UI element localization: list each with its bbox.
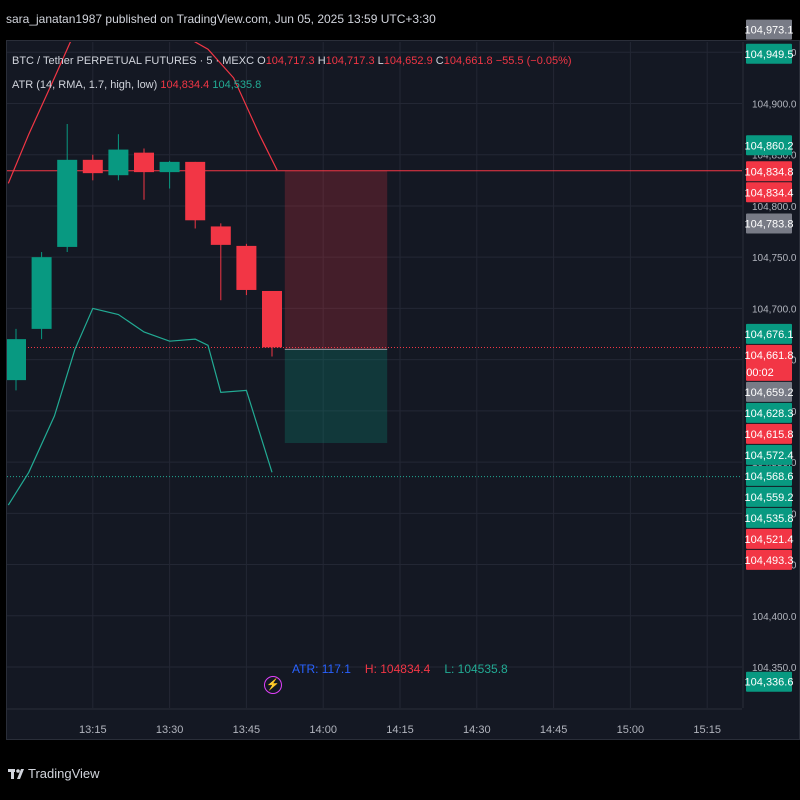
price-label-tag [746,213,792,234]
price-label-tag [746,507,792,528]
symbol-name[interactable]: BTC / Tether PERPETUAL FUTURES · 5 · MEX… [12,55,255,67]
atr-lower-band [7,307,273,506]
price-label-tag [746,323,792,344]
candle-body[interactable] [31,257,52,329]
x-tick-label: 14:15 [386,724,414,736]
price-chart[interactable]: 104,950.0104,900.0104,850.0104,800.0104,… [0,0,800,760]
price-label-text: 104,559.2 [745,492,794,504]
price-label-tag [746,444,792,465]
low-label: L [377,55,384,67]
price-label-text: 104,493.3 [745,555,794,567]
price-label-text: 104,572.4 [745,450,794,462]
price-label-tag [746,671,792,692]
price-label-tag [746,135,792,156]
price-label-tag [746,423,792,444]
close-label: C [435,55,444,67]
candle-body[interactable] [236,245,257,290]
y-tick-label: 104,850.0 [752,151,797,162]
price-label-tag [746,486,792,507]
price-label-text: 104,949.5 [745,49,794,61]
price-label-tag [746,344,792,381]
price-label-text: 104,661.8 [745,350,794,362]
price-label-tag [746,19,792,40]
atr-info-high: H: 104834.4 [364,662,431,676]
tradingview-logo-icon [8,768,24,779]
open-label: O [257,55,266,67]
tradingview-logo[interactable]: TradingView [8,766,100,781]
top-bar: sara_janatan1987 published on TradingVie… [0,0,800,40]
y-tick-label: 104,750.0 [752,253,797,264]
stop-loss-zone[interactable] [284,170,388,350]
y-tick-label: 104,900.0 [752,99,797,110]
price-label-tag [746,528,792,549]
price-label-text: 104,860.2 [745,140,794,152]
price-label-text: 104,535.8 [745,513,794,525]
candle-body[interactable] [6,339,26,381]
price-label-tag [746,402,792,423]
atr-info-low: L: 104535.8 [444,662,508,676]
x-tick-label: 13:30 [156,724,184,736]
price-label-text: 104,834.4 [745,187,794,199]
price-label-tag [746,161,792,182]
high-value: 104,717.3 [325,55,375,67]
price-label-text: 104,783.8 [745,219,794,231]
close-value: 104,661.8 [443,55,493,67]
atr-value-lower: 104,535.8 [212,79,262,91]
price-label-tag [746,465,792,486]
atr-value-upper: 104,834.4 [160,79,210,91]
x-tick-label: 14:00 [309,724,337,736]
symbol-legend[interactable]: BTC / Tether PERPETUAL FUTURES · 5 · MEX… [12,55,572,67]
change-value: −55.5 (−0.05%) [495,55,572,67]
candle-body[interactable] [57,159,78,247]
price-label-text: 104,568.6 [745,471,794,483]
price-label-text: 104,521.4 [745,534,794,546]
atr-info-panel: ATR: 117.1 H: 104834.4 L: 104535.8 [292,662,508,676]
candle-body[interactable] [185,161,206,221]
candle-body[interactable] [108,149,129,176]
x-tick-label: 13:15 [79,724,107,736]
bottom-bar [0,760,800,800]
y-tick-label: 104,800.0 [752,202,797,213]
price-label-tag [746,381,792,402]
price-label-text: 104,628.3 [745,408,794,420]
open-value: 104,717.3 [265,55,315,67]
candle-body[interactable] [82,159,103,174]
candle-body[interactable] [210,226,231,245]
candle-body[interactable] [159,161,180,173]
price-label-text: 104,615.8 [745,429,794,441]
x-tick-label: 14:30 [463,724,491,736]
atr-upper-band [7,42,278,184]
candle-body[interactable] [262,290,282,348]
price-label-tag [746,182,792,203]
x-tick-label: 15:00 [617,724,645,736]
publish-info: sara_janatan1987 published on TradingVie… [6,12,436,26]
y-tick-label: 104,400.0 [752,612,797,623]
take-profit-zone[interactable] [284,349,388,444]
low-value: 104,652.9 [383,55,433,67]
price-label-text: 104,973.1 [745,25,794,37]
high-label: H [317,55,326,67]
price-label-tag [746,43,792,64]
price-label-text: 104,834.8 [745,166,794,178]
atr-title[interactable]: ATR (14, RMA, 1.7, high, low) [12,79,158,91]
x-tick-label: 15:15 [693,724,721,736]
x-tick-label: 13:45 [233,724,261,736]
atr-legend[interactable]: ATR (14, RMA, 1.7, high, low) 104,834.4 … [12,79,261,91]
y-tick-label: 104,700.0 [752,304,797,315]
x-tick-label: 14:45 [540,724,568,736]
price-label-tag [746,549,792,570]
tradingview-brand: TradingView [28,766,100,781]
candle-body[interactable] [134,152,154,173]
atr-info-atr: ATR: 117.1 [292,662,351,676]
y-tick-label: 104,350.0 [752,663,797,674]
price-label-text: 104,676.1 [745,329,794,341]
price-label-text: 104,659.2 [745,387,794,399]
lightning-icon[interactable]: ⚡ [264,676,282,694]
price-label-text: 104,336.6 [745,677,794,689]
countdown-label: 00:02 [746,367,774,379]
